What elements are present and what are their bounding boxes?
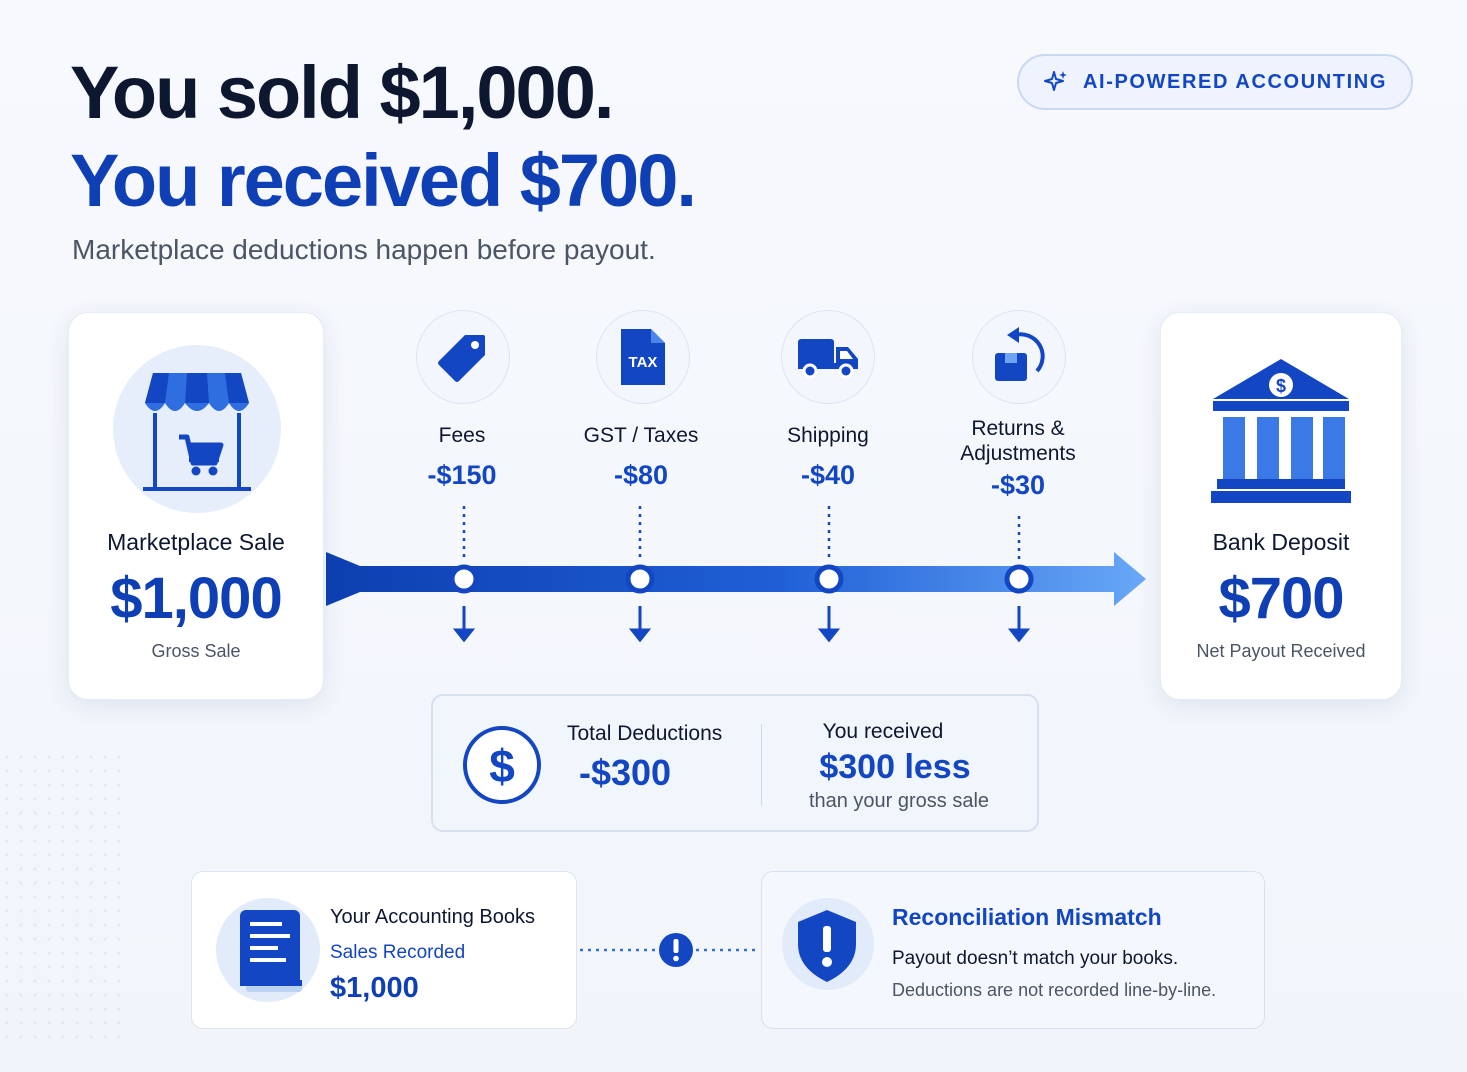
books-value: $1,000 [330, 972, 419, 1004]
subtitle: Marketplace deductions happen before pay… [72, 234, 656, 265]
bank-value: $700 [1218, 566, 1344, 631]
tag-icon [438, 335, 485, 382]
bank-icon: $ [1211, 359, 1351, 503]
shield-alert-icon [798, 910, 856, 982]
svg-text:$: $ [489, 740, 515, 792]
received-label: You received [822, 720, 944, 743]
svg-text:$: $ [1276, 376, 1286, 396]
sale-sub: Gross Sale [151, 641, 241, 661]
tax-document-icon: TAX [621, 329, 665, 385]
bank-sub: Net Payout Received [1196, 641, 1366, 661]
taxes-value: -$80 [613, 460, 669, 490]
mismatch-title: Reconciliation Mismatch [892, 904, 1162, 930]
deductions-summary: $ Total Deductions -$300 You received $3… [431, 694, 1039, 832]
svg-text:TAX: TAX [629, 354, 658, 371]
fees-icon-circle [416, 310, 510, 404]
fees-value: -$150 [427, 460, 497, 490]
decorative-dot-grid [0, 750, 130, 1050]
truck-icon [798, 339, 858, 379]
summary-divider [761, 724, 762, 806]
shipping-node [814, 564, 844, 594]
returns-icon-circle [972, 310, 1066, 404]
reconciliation-mismatch-card: Reconciliation Mismatch Payout doesn’t m… [761, 871, 1265, 1029]
taxes-node [625, 564, 655, 594]
sale-label: Marketplace Sale [107, 529, 285, 555]
accounting-books-card: Your Accounting Books Sales Recorded $1,… [191, 871, 577, 1029]
shipping-label: Shipping [787, 424, 869, 447]
dollar-circle-icon: $ [463, 726, 541, 804]
sparkle-icon [1044, 71, 1068, 91]
shipping-icon-circle [781, 310, 875, 404]
returns-node [1004, 564, 1034, 594]
storefront-cart-icon [143, 373, 251, 491]
bank-label: Bank Deposit [1212, 529, 1350, 555]
bank-deposit-card: $ Bank Deposit $700 Net Payout Received [1160, 312, 1402, 700]
mismatch-connector [580, 933, 760, 967]
received-sub: than your gross sale [808, 790, 990, 812]
mismatch-line1: Payout doesn’t match your books. [892, 948, 1179, 969]
shipping-value: -$40 [800, 460, 856, 490]
fees-label: Fees [438, 424, 486, 447]
returns-value: -$30 [990, 470, 1046, 500]
marketplace-sale-card: Marketplace Sale $1,000 Gross Sale [68, 312, 324, 700]
headline-received: You received $700. [70, 139, 697, 222]
sale-value: $1,000 [110, 566, 282, 631]
total-deductions-value: -$300 [579, 752, 672, 793]
badge-label: AI-POWERED ACCOUNTING [1083, 70, 1387, 93]
total-deductions-label: Total Deductions [567, 722, 723, 745]
book-icon [240, 910, 302, 992]
books-title: Your Accounting Books [330, 906, 535, 928]
books-label: Sales Recorded [330, 942, 466, 963]
fees-node [449, 564, 479, 594]
taxes-icon-circle: TAX [596, 310, 690, 404]
ai-accounting-badge: AI-POWERED ACCOUNTING [1017, 54, 1413, 110]
received-value: $300 less [819, 748, 971, 786]
headline-sold: You sold $1,000. [70, 51, 614, 134]
mismatch-line2: Deductions are not recorded line-by-line… [892, 980, 1217, 1000]
returns-label: Returns & Adjustments [960, 417, 1076, 465]
taxes-label: GST / Taxes [583, 424, 699, 447]
return-box-icon [995, 327, 1045, 381]
